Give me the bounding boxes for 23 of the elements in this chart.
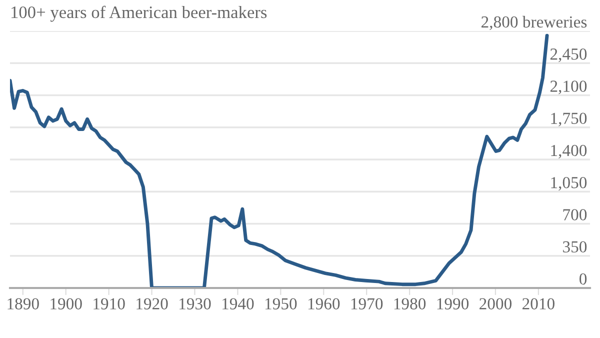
y-tick-label: 1,400 [551,144,587,159]
x-tick-label: 1890 [8,298,39,310]
x-tick-label: 1940 [222,298,254,310]
x-tick-label: 1960 [308,298,340,310]
y-tick-label: 700 [563,209,587,220]
x-tick-label: 1990 [437,298,469,310]
x-tick-label: 1900 [50,298,82,310]
y-tick-label: 2,450 [550,48,587,62]
y-tick-label: 1,050 [551,176,587,191]
x-tick-label: 1910 [94,298,125,310]
y-tick-label: 0 [580,273,587,285]
x-tick-label: 1980 [394,298,426,310]
x-tick-label: 1970 [351,298,383,310]
y-tick-label: 1,750 [551,112,587,126]
x-tick-label: 2000 [480,298,512,310]
y-tick-label: 2,800 breweries [482,16,587,30]
y-tick-label: 2,100 [550,80,587,94]
y-tick-label: 350 [563,241,587,252]
x-tick-label: 1950 [265,298,297,310]
chart-title: 100+ years of American beer-makers [12,6,267,22]
x-tick-label: 1930 [180,298,211,310]
x-tick-label: 2010 [522,298,554,310]
x-tick-label: 1920 [136,298,168,310]
